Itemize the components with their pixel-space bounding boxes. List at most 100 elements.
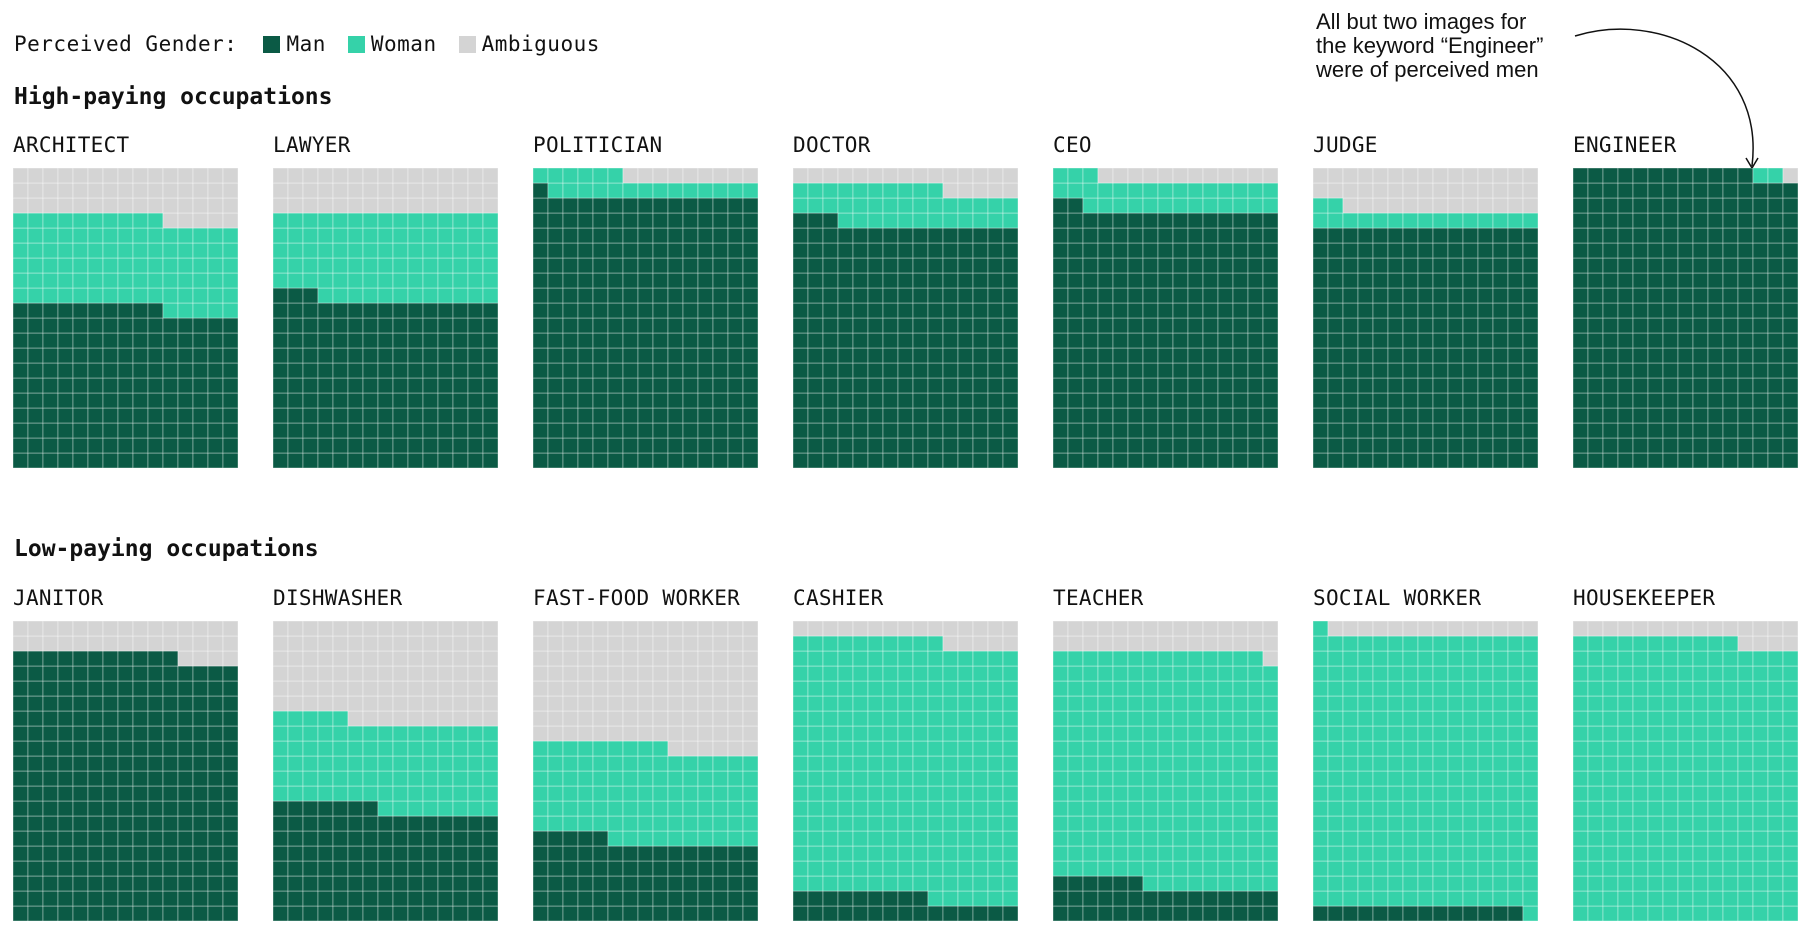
waffle-cell-woman [882, 680, 899, 697]
waffle-cell-man [622, 392, 639, 409]
waffle-cell-woman [467, 785, 484, 802]
waffle-cell-man [652, 332, 669, 349]
waffle-cell-woman [1722, 785, 1739, 802]
waffle-cell-woman [957, 710, 974, 727]
waffle-cell-man [592, 845, 609, 862]
waffle-cell-man [793, 257, 809, 274]
waffle-cell-woman [1602, 800, 1619, 817]
waffle-cell-woman [927, 725, 944, 742]
waffle-cell-man [177, 680, 194, 697]
waffle-cell-woman [837, 650, 854, 667]
waffle-cell-man [302, 815, 319, 832]
waffle-cell-man [1692, 422, 1709, 439]
waffle-cell-man [222, 875, 238, 892]
waffle-cell-man [87, 875, 104, 892]
waffle-cell-woman [1573, 755, 1589, 772]
waffle-cell-woman [697, 770, 714, 787]
waffle-cell-man [727, 212, 744, 229]
waffle-cell-man [437, 377, 454, 394]
waffle-cell-ambiguous [607, 635, 624, 652]
waffle-cell-man [1587, 347, 1604, 364]
waffle-cell-woman [1357, 800, 1374, 817]
waffle-cell-woman [1157, 845, 1174, 862]
waffle-cell-man [912, 377, 929, 394]
waffle-cell-man [667, 437, 684, 454]
waffle-cell-man [1053, 317, 1069, 334]
waffle-cell-woman [1617, 740, 1634, 757]
waffle-cell-woman [1767, 695, 1784, 712]
waffle-cell-woman [1662, 665, 1679, 682]
waffle-cell-ambiguous [437, 635, 454, 652]
waffle-cell-woman [1492, 875, 1509, 892]
waffle-grid [533, 168, 758, 468]
waffle-cell-woman [897, 680, 914, 697]
waffle-cell-man [562, 362, 579, 379]
waffle-cell-man [1417, 377, 1434, 394]
waffle-cell-ambiguous [147, 168, 164, 184]
waffle-cell-man [1692, 227, 1709, 244]
waffle-cell-ambiguous [422, 621, 439, 637]
waffle-cell-woman [207, 287, 224, 304]
waffle-cell-man [72, 875, 89, 892]
waffle-cell-man [177, 437, 194, 454]
waffle-cell-ambiguous [222, 650, 238, 667]
waffle-cell-woman [927, 197, 944, 214]
waffle-cell-man [1127, 875, 1144, 892]
waffle-cell-man [837, 347, 854, 364]
waffle-cell-man [577, 227, 594, 244]
waffle-cell-man [102, 830, 119, 847]
waffle-cell-man [177, 725, 194, 742]
waffle-cell-woman [1432, 725, 1449, 742]
waffle-cell-man [1217, 272, 1234, 289]
waffle-cell-man [57, 302, 74, 319]
waffle-cell-ambiguous [1357, 197, 1374, 214]
waffle-cell-woman [1462, 695, 1479, 712]
waffle-cell-man [1647, 392, 1664, 409]
waffle-cell-woman [1462, 665, 1479, 682]
waffle-cell-man [607, 257, 624, 274]
waffle-cell-woman [1522, 665, 1538, 682]
waffle-cell-man [1492, 257, 1509, 274]
waffle-cell-man [1327, 362, 1344, 379]
waffle-cell-woman [1327, 695, 1344, 712]
waffle-cell-woman [1002, 860, 1018, 877]
waffle-cell-ambiguous [942, 635, 959, 652]
waffle-cell-woman [1752, 860, 1769, 877]
waffle-cell-man [867, 287, 884, 304]
waffle-cell-ambiguous [742, 740, 758, 757]
waffle-cell-ambiguous [577, 635, 594, 652]
waffle-cell-man [87, 830, 104, 847]
waffle-cell-man [822, 332, 839, 349]
waffle-cell-man [1002, 317, 1018, 334]
waffle-cell-woman [1602, 725, 1619, 742]
waffle-cell-man [273, 302, 289, 319]
waffle-cell-woman [1632, 635, 1649, 652]
waffle-cell-ambiguous [72, 182, 89, 199]
waffle-cell-man [1067, 257, 1084, 274]
waffle-cell-man [897, 890, 914, 907]
waffle-cell-man [1507, 392, 1524, 409]
waffle-cell-woman [1327, 680, 1344, 697]
waffle-cell-man [1067, 197, 1084, 214]
waffle-cell-man [1127, 212, 1144, 229]
panel-title: HOUSEKEEPER [1573, 586, 1716, 610]
waffle-cell-man [957, 347, 974, 364]
waffle-cell-woman [1247, 800, 1264, 817]
waffle-cell-man [287, 332, 304, 349]
waffle-cell-man [72, 422, 89, 439]
waffle-cell-man [1157, 272, 1174, 289]
waffle-cell-man [407, 452, 424, 468]
waffle-cell-woman [392, 800, 409, 817]
waffle-cell-woman [1142, 830, 1159, 847]
waffle-cell-man [682, 392, 699, 409]
waffle-cell-man [1067, 302, 1084, 319]
waffle-cell-woman [1632, 770, 1649, 787]
waffle-cell-man [467, 362, 484, 379]
waffle-cell-woman [1707, 785, 1724, 802]
waffle-cell-woman [577, 770, 594, 787]
waffle-cell-man [147, 452, 164, 468]
waffle-cell-ambiguous [592, 650, 609, 667]
waffle-cell-woman [1342, 830, 1359, 847]
waffle-cell-man [1327, 317, 1344, 334]
waffle-cell-man [562, 287, 579, 304]
